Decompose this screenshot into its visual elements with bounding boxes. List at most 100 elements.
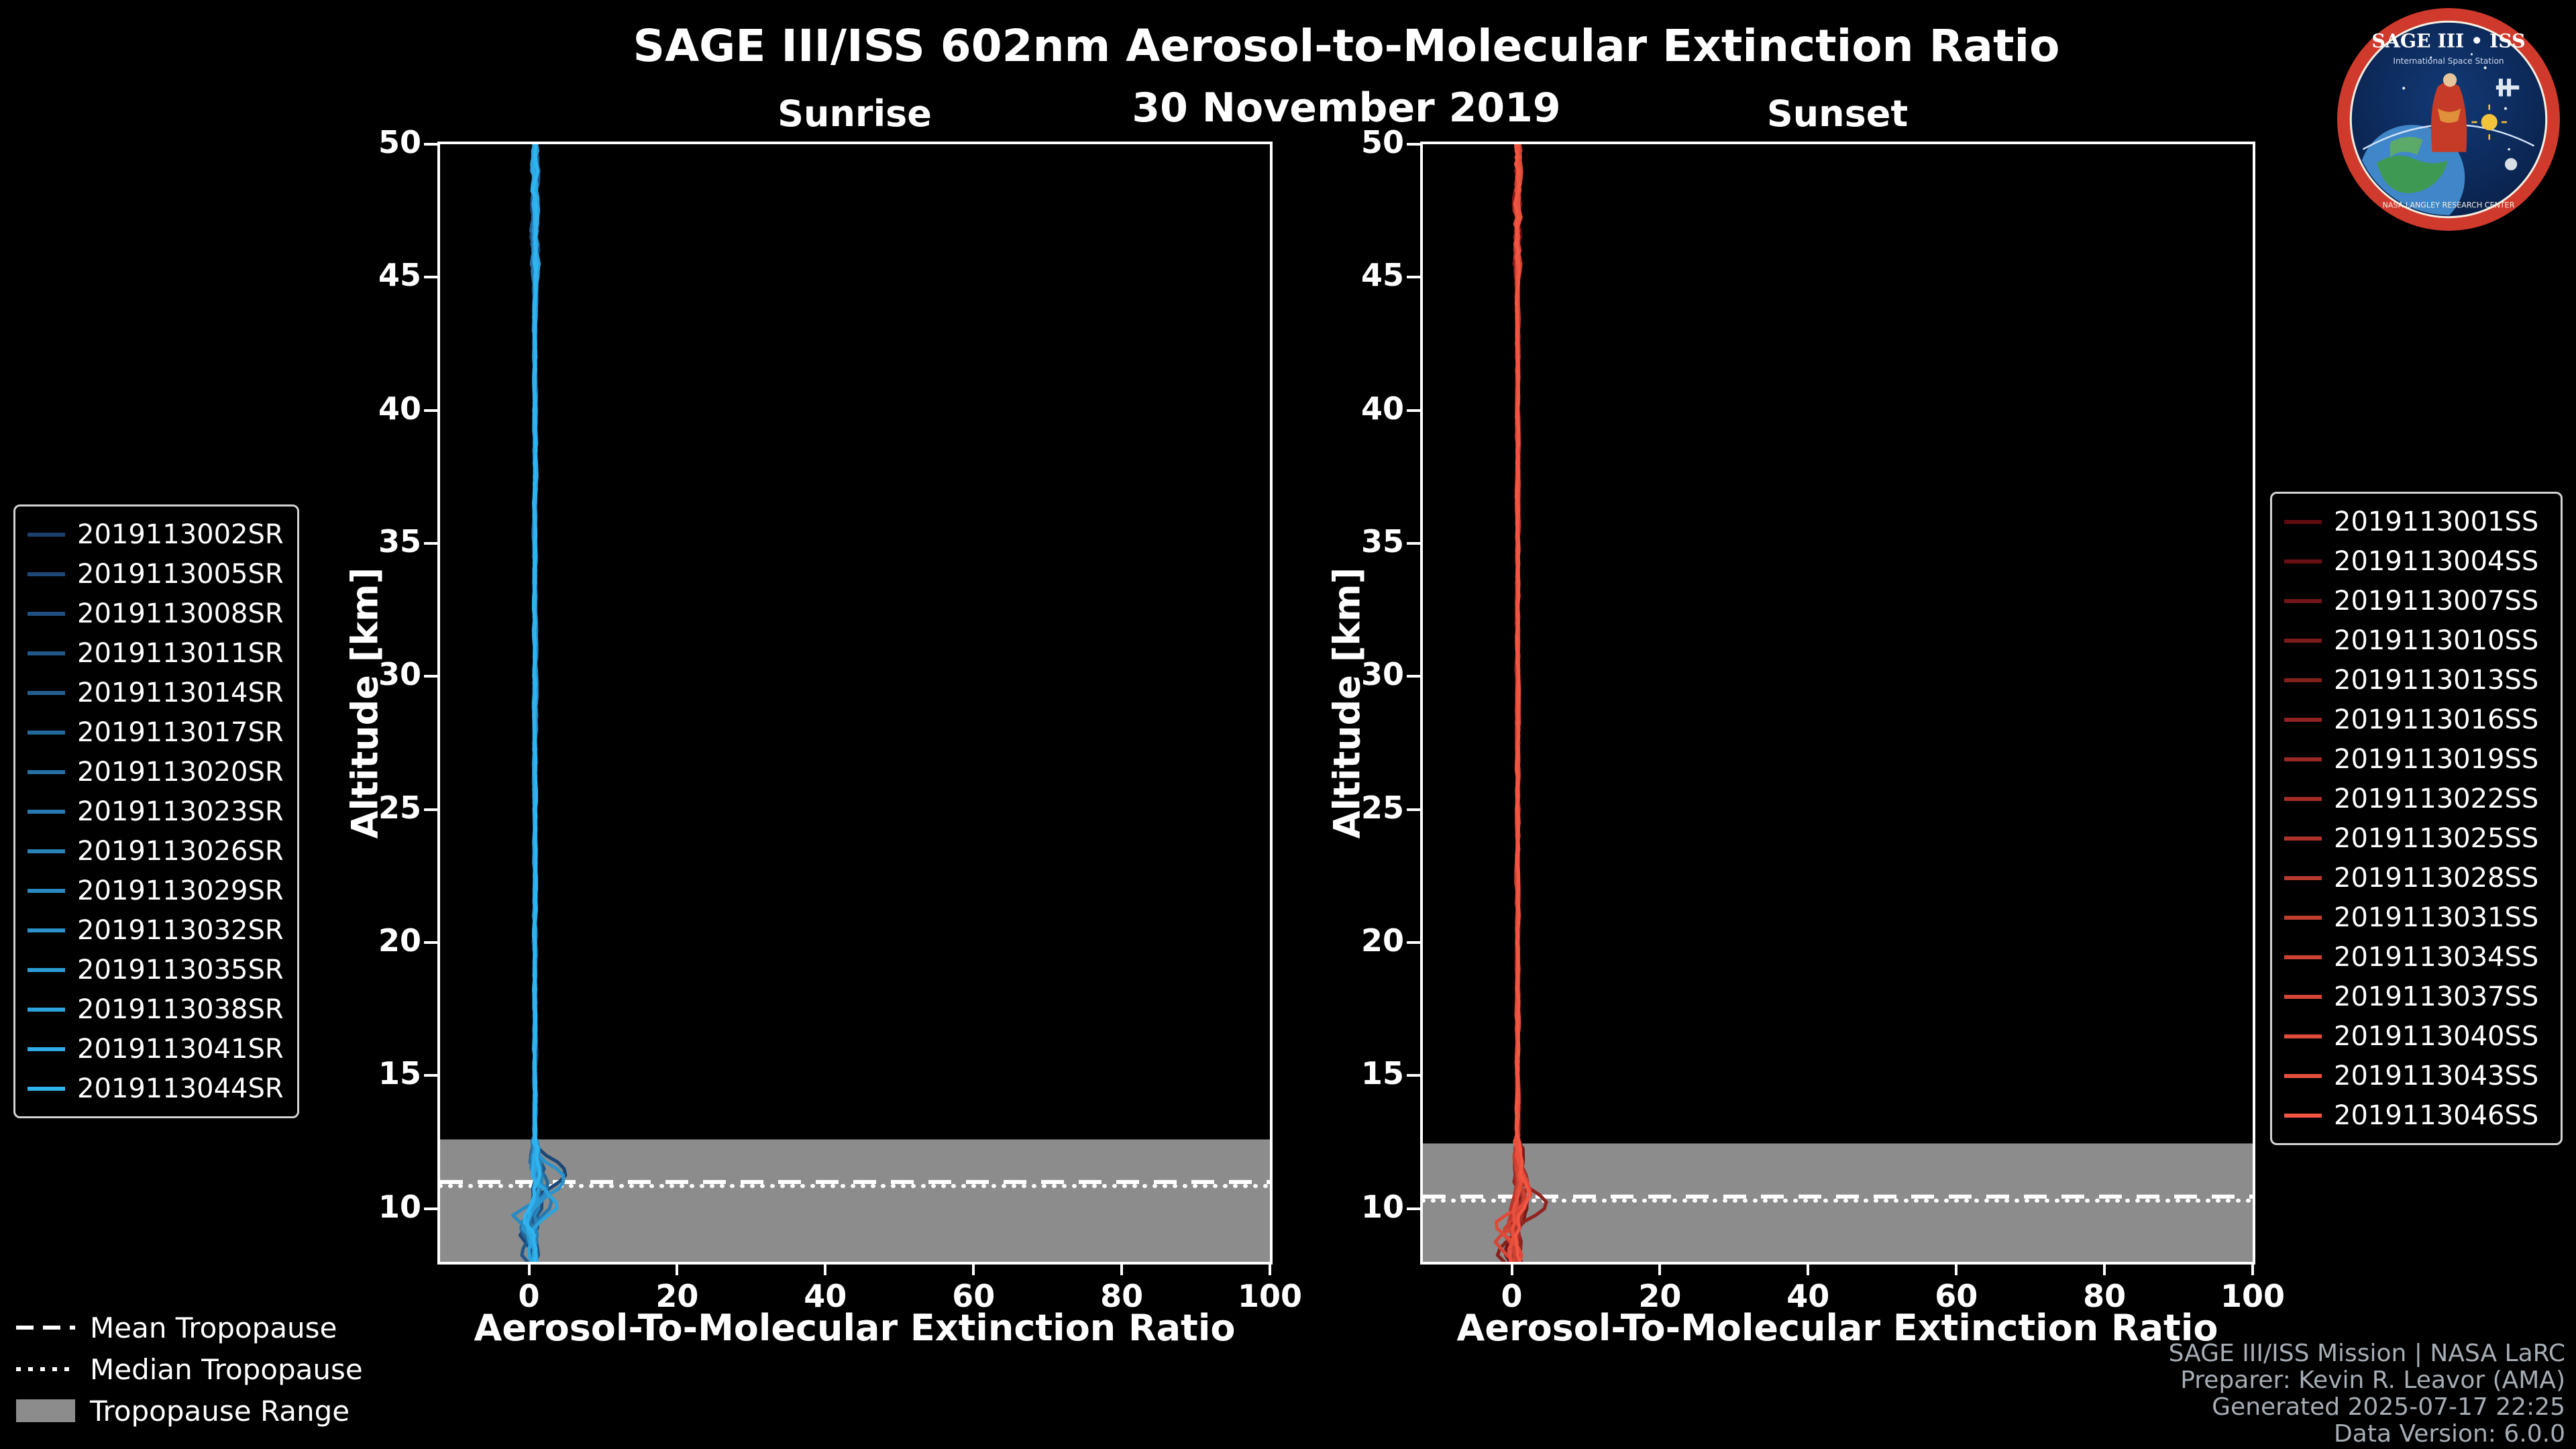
legend-line-swatch [2284,915,2322,920]
legend-line-swatch [28,1086,65,1091]
sunset-x-tick-mark-80 [2103,1262,2106,1275]
legend-label: 2019113001SS [2334,506,2539,537]
legend-line-swatch [28,849,65,853]
tropopause-legend: Mean Tropopause Median Tropopause Tropop… [16,1307,363,1432]
legend-item-2019113019SS: 2019113019SS [2284,739,2548,779]
credit-line-generated: Generated 2025-07-17 22:25 [2212,1393,2565,1421]
sunrise-y-tick-mark-10 [424,1207,437,1210]
legend-line-swatch [28,690,65,695]
sunrise-panel-title: Sunrise [777,93,932,135]
sunset-panel-title: Sunset [1766,93,1909,135]
legend-item-2019113031SS: 2019113031SS [2284,898,2548,937]
sunset-x-tick-label-100: 100 [2220,1278,2286,1314]
sunrise-x-tick-label-20: 20 [655,1278,699,1314]
legend-label: 2019113038SR [77,994,284,1025]
legend-label: 2019113034SS [2334,941,2539,973]
sunrise-x-tick-mark-40 [824,1262,827,1275]
legend-label: 2019113046SS [2334,1099,2539,1131]
sunrise-x-tick-mark-60 [972,1262,975,1275]
legend-item-2019113014SR: 2019113014SR [28,673,285,712]
legend-line-swatch [2284,1034,2322,1038]
legend-label: 2019113041SR [77,1033,284,1065]
legend-item-2019113007SS: 2019113007SS [2284,581,2548,621]
legend-item-2019113016SS: 2019113016SS [2284,700,2548,739]
legend-label: 2019113023SR [77,796,284,827]
sunrise-y-tick-label-45: 45 [378,257,421,294]
sunrise-y-tick-label-15: 15 [378,1055,421,1092]
sunset-plot-canvas [1423,144,2253,1262]
sunset-y-tick-mark-35 [1407,542,1420,545]
legend-label: 2019113043SS [2334,1060,2539,1091]
sunrise-x-tick-mark-20 [676,1262,679,1275]
legend-line-swatch [2284,717,2322,722]
logo-moon-icon [2505,158,2518,170]
sunset-y-tick-mark-30 [1407,675,1420,678]
legend-label: 2019113025SS [2334,822,2539,854]
tropopause-range-legend-item: Tropopause Range [16,1390,363,1432]
legend-label: 2019113017SR [77,716,284,748]
sunrise-y-tick-mark-50 [424,143,437,146]
legend-line-swatch [28,651,65,655]
logo-iss-icon [2496,78,2520,97]
legend-line-swatch [28,730,65,735]
legend-label: 2019113035SR [77,954,284,985]
legend-item-2019113010SS: 2019113010SS [2284,621,2548,660]
median-tropopause-label: Median Tropopause [90,1352,363,1386]
sunset-x-tick-mark-60 [1955,1262,1958,1275]
legend-line-swatch [2284,955,2322,959]
sunrise-y-tick-mark-40 [424,409,437,412]
legend-line-swatch [2284,836,2322,841]
sunset-x-tick-mark-0 [1510,1262,1513,1275]
legend-item-2019113044SR: 2019113044SR [28,1069,285,1108]
legend-line-swatch [2284,638,2322,643]
sunrise-y-tick-mark-25 [424,808,437,811]
legend-item-2019113046SS: 2019113046SS [2284,1095,2548,1135]
sunset-y-tick-label-50: 50 [1360,124,1404,160]
sunrise-legend: 2019113002SR 2019113005SR 2019113008SR 2019… [13,504,299,1118]
page-title: SAGE III/ISS 602nm Aerosol-to-Molecular … [633,20,2060,72]
legend-label: 2019113016SS [2334,704,2539,735]
sunrise-y-tick-label-30: 30 [378,656,421,693]
legend-item-2019113034SS: 2019113034SS [2284,937,2548,977]
legend-item-2019113008SR: 2019113008SR [28,594,285,633]
legend-label: 2019113008SR [77,598,284,629]
sunrise-x-tick-mark-100 [1269,1262,1271,1275]
sunrise-x-tick-mark-0 [527,1262,531,1275]
gray-patch-swatch [16,1399,75,1422]
legend-label: 2019113005SR [77,558,284,590]
legend-item-2019113022SS: 2019113022SS [2284,779,2548,818]
sunset-y-tick-mark-10 [1407,1207,1420,1210]
legend-line-swatch [2284,994,2322,999]
legend-line-swatch [2284,1073,2322,1078]
dotted-line-swatch [16,1367,75,1371]
mission-patch-logo: SAGE III • ISS International Space Stati… [2336,7,2561,232]
sunrise-plot-area [437,142,1273,1265]
sunrise-y-tick-label-10: 10 [378,1188,421,1225]
credit-line-mission: SAGE III/ISS Mission | NASA LaRC [2168,1340,2565,1367]
legend-line-swatch [2284,1113,2322,1118]
legend-line-swatch [28,769,65,774]
legend-item-2019113017SR: 2019113017SR [28,712,285,752]
legend-label: 2019113004SS [2334,545,2539,577]
sunset-y-tick-label-25: 25 [1360,789,1404,826]
legend-item-2019113035SR: 2019113035SR [28,950,285,989]
legend-label: 2019113011SR [77,637,284,669]
legend-item-2019113001SS: 2019113001SS [2284,502,2548,541]
legend-label: 2019113013SS [2334,664,2539,696]
legend-item-2019113032SR: 2019113032SR [28,910,285,950]
legend-item-2019113040SS: 2019113040SS [2284,1016,2548,1056]
footer-credits: SAGE III/ISS Mission | NASA LaRC Prepare… [2169,1340,2565,1448]
credit-line-preparer: Preparer: Kevin R. Leavor (AMA) [2180,1366,2565,1394]
sunrise-x-tick-label-60: 60 [952,1278,996,1314]
tropopause-range-band [1423,1143,2253,1262]
legend-item-2019113011SR: 2019113011SR [28,633,285,673]
profile-2019113040SS [1495,144,1533,1262]
legend-label: 2019113028SS [2334,862,2539,894]
legend-item-2019113038SR: 2019113038SR [28,989,285,1029]
sunrise-y-tick-mark-30 [424,675,437,678]
sunrise-y-tick-label-25: 25 [378,789,421,826]
legend-label: 2019113044SR [77,1073,284,1104]
sunset-y-tick-mark-45 [1407,276,1420,279]
sunset-y-tick-mark-25 [1407,808,1420,811]
sunset-y-tick-mark-15 [1407,1074,1420,1077]
